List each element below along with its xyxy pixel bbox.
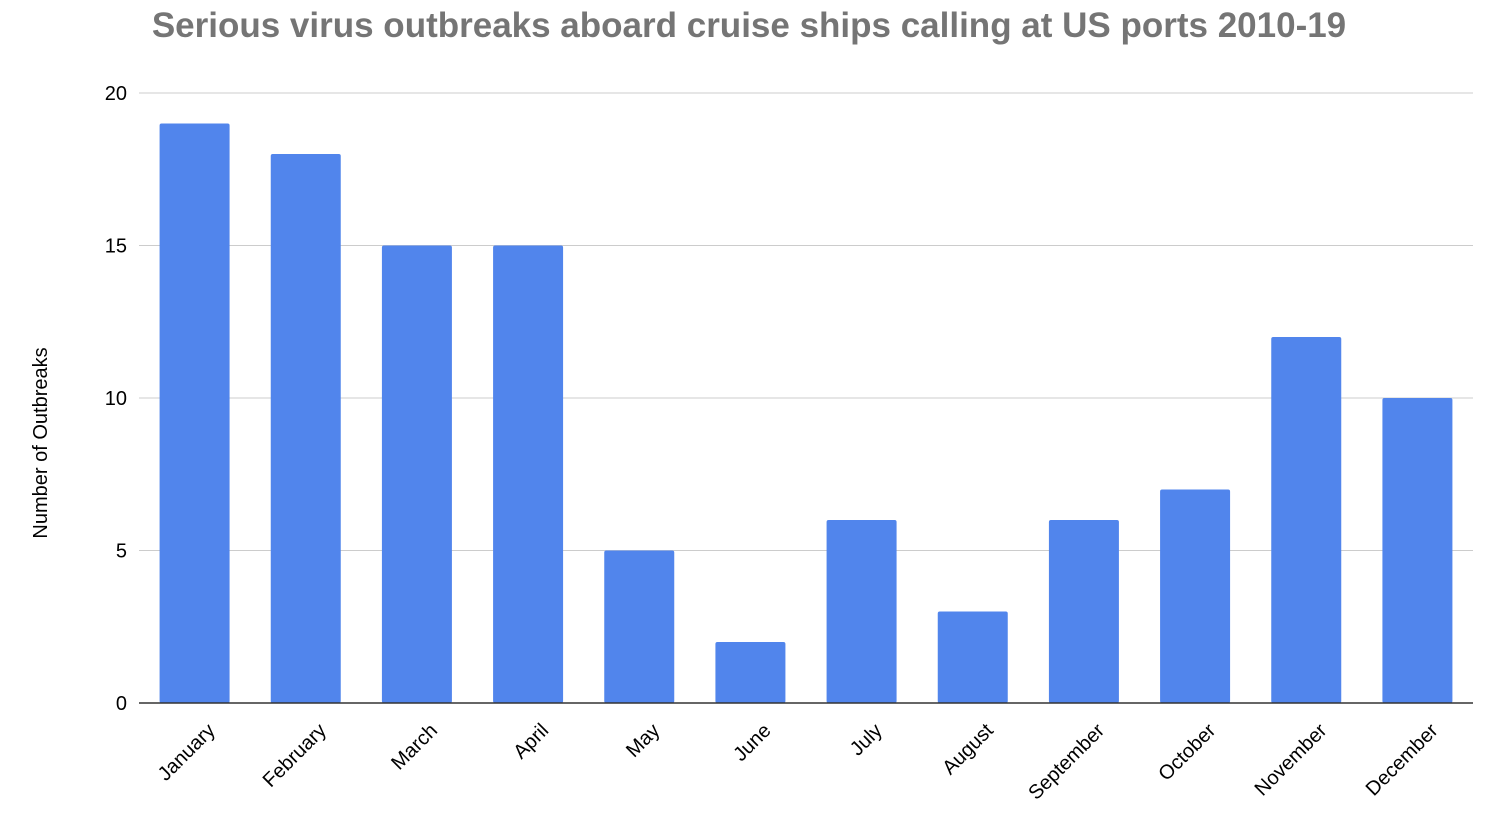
y-axis-ticks: 0 5 10 15 20: [105, 83, 127, 715]
x-tick-label: August: [938, 719, 998, 779]
bar-january: [159, 123, 230, 703]
y-tick-label: 5: [116, 541, 127, 563]
y-tick-label: 10: [105, 388, 127, 410]
gridlines: [139, 92, 1473, 551]
y-axis-title: Number of Outbreaks: [30, 347, 52, 538]
bar-august: [937, 611, 1008, 703]
bar-april: [493, 245, 564, 703]
bar-june: [715, 642, 786, 703]
y-tick-label: 0: [116, 693, 127, 715]
x-tick-label: July: [846, 720, 887, 761]
x-tick-label: February: [259, 720, 331, 792]
x-tick-label: October: [1154, 719, 1220, 785]
bar-march: [381, 245, 452, 703]
x-tick-label: May: [622, 720, 664, 762]
x-tick-label: March: [387, 720, 442, 775]
bar-december: [1382, 398, 1453, 703]
x-tick-label: January: [154, 720, 220, 786]
bar-february: [270, 154, 341, 703]
bar-november: [1271, 337, 1342, 703]
x-tick-label: November: [1251, 719, 1332, 800]
x-axis-ticks: January February March April May June July Augu…: [154, 719, 1443, 804]
bar-may: [604, 550, 675, 703]
bar-july: [826, 520, 897, 703]
x-tick-label: June: [729, 720, 775, 766]
chart-title: Serious virus outbreaks aboard cruise sh…: [151, 6, 1347, 45]
x-tick-label: December: [1362, 719, 1443, 800]
bar-september: [1048, 520, 1119, 703]
bars: [159, 123, 1453, 703]
x-tick-label: September: [1024, 719, 1109, 804]
y-tick-label: 15: [105, 236, 127, 258]
y-tick-label: 20: [105, 83, 127, 105]
x-tick-label: April: [509, 720, 553, 764]
bar-october: [1160, 489, 1231, 703]
